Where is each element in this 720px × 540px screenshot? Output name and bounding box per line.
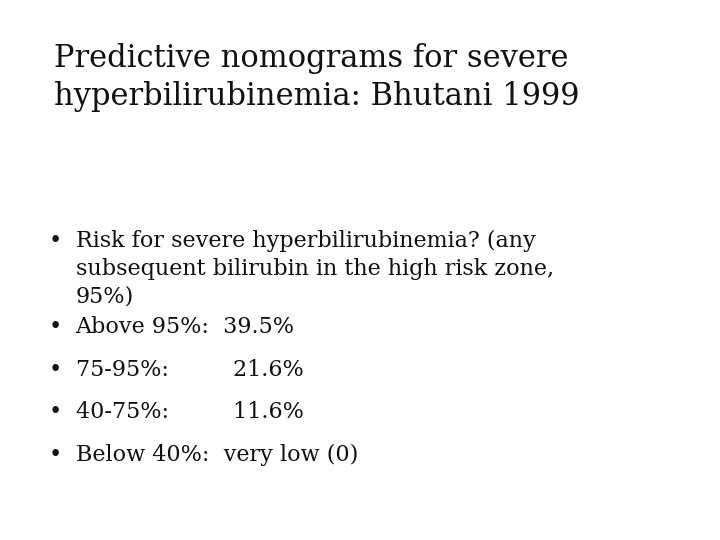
- Text: Risk for severe hyperbilirubinemia? (any
subsequent bilirubin in the high risk z: Risk for severe hyperbilirubinemia? (any…: [76, 230, 554, 307]
- Text: •: •: [49, 444, 62, 466]
- Text: •: •: [49, 316, 62, 338]
- Text: 40-75%:         11.6%: 40-75%: 11.6%: [76, 401, 303, 423]
- Text: Above 95%:  39.5%: Above 95%: 39.5%: [76, 316, 294, 338]
- Text: Below 40%:  very low (0): Below 40%: very low (0): [76, 444, 358, 466]
- Text: •: •: [49, 401, 62, 423]
- Text: Predictive nomograms for severe
hyperbilirubinemia: Bhutani 1999: Predictive nomograms for severe hyperbil…: [54, 43, 580, 112]
- Text: •: •: [49, 359, 62, 381]
- Text: •: •: [49, 230, 62, 252]
- Text: 75-95%:         21.6%: 75-95%: 21.6%: [76, 359, 303, 381]
